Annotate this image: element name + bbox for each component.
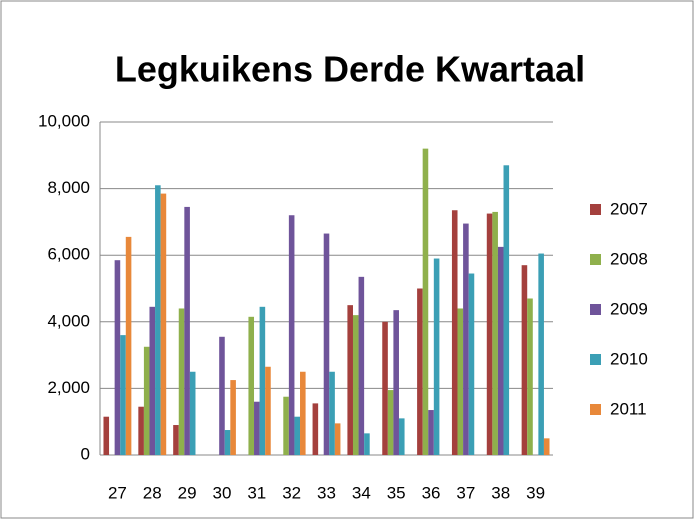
legend-label: 2010 [610,349,648,368]
bar [334,423,341,455]
bar [184,206,190,455]
legend-swatch [590,254,601,265]
legend-label: 2009 [610,299,648,318]
bar [283,396,289,455]
bar [503,165,510,456]
bar [492,211,498,455]
chart-title: Legkuikens Derde Kwartaal [115,49,585,90]
y-tick-label: 8,000 [47,178,90,197]
x-tick-label: 38 [491,483,510,502]
bar [352,315,359,455]
bar [433,258,440,455]
bar [347,305,353,455]
bar [254,401,260,455]
bar [527,298,533,455]
bar [364,433,370,455]
x-tick-label: 33 [317,483,336,502]
bar [463,223,469,455]
x-tick-label: 34 [352,483,371,502]
bar [138,406,144,455]
bar [149,306,156,455]
x-tick-label: 36 [422,483,441,502]
bar [248,316,255,455]
bar [173,425,179,455]
bar [300,371,306,455]
bar [230,380,236,455]
bar [538,253,544,455]
bar [114,260,121,455]
bar [417,288,423,455]
legend-swatch [590,204,601,215]
x-tick-label: 39 [526,483,545,502]
x-tick-label: 27 [108,483,127,502]
bar [428,410,434,455]
legend-label: 2011 [610,399,647,418]
bar [155,185,161,455]
bar [103,416,110,455]
bar [120,335,126,455]
bar [294,416,301,455]
bar [323,233,330,455]
bar [468,273,475,455]
y-tick-label: 6,000 [47,245,90,264]
x-tick-label: 29 [178,483,197,502]
y-tick-label: 0 [81,444,90,463]
bar [259,306,266,455]
y-tick-label: 2,000 [47,378,90,397]
bar [422,148,429,455]
bar [387,390,394,455]
bar [288,215,295,455]
legend-swatch [590,304,601,315]
bar [265,366,271,455]
legend-label: 2008 [610,249,648,268]
legend-swatch [590,354,601,365]
bar [160,193,167,455]
x-tick-label: 30 [213,483,232,502]
bar [143,346,150,455]
bar [393,310,399,455]
x-tick-label: 28 [143,483,162,502]
x-tick-label: 37 [456,483,475,502]
x-tick-label: 32 [282,483,301,502]
bar [329,371,335,455]
x-tick-label: 35 [387,483,406,502]
x-tick-label: 31 [247,483,266,502]
y-tick-label: 4,000 [47,311,90,330]
bar [312,403,319,455]
bar [358,276,365,455]
bar [178,308,185,455]
bar [521,265,528,455]
bar [398,418,405,455]
bar [486,213,493,455]
bar [543,438,550,455]
bar [224,430,231,455]
bar [451,210,458,455]
bar [219,336,225,455]
legend-label: 2007 [610,199,648,218]
bar [497,246,504,455]
bar [125,236,132,455]
legend-swatch [590,404,601,415]
bar [189,371,196,455]
bar [382,321,388,455]
y-tick-label: 10,000 [38,111,90,130]
bar [457,308,464,455]
